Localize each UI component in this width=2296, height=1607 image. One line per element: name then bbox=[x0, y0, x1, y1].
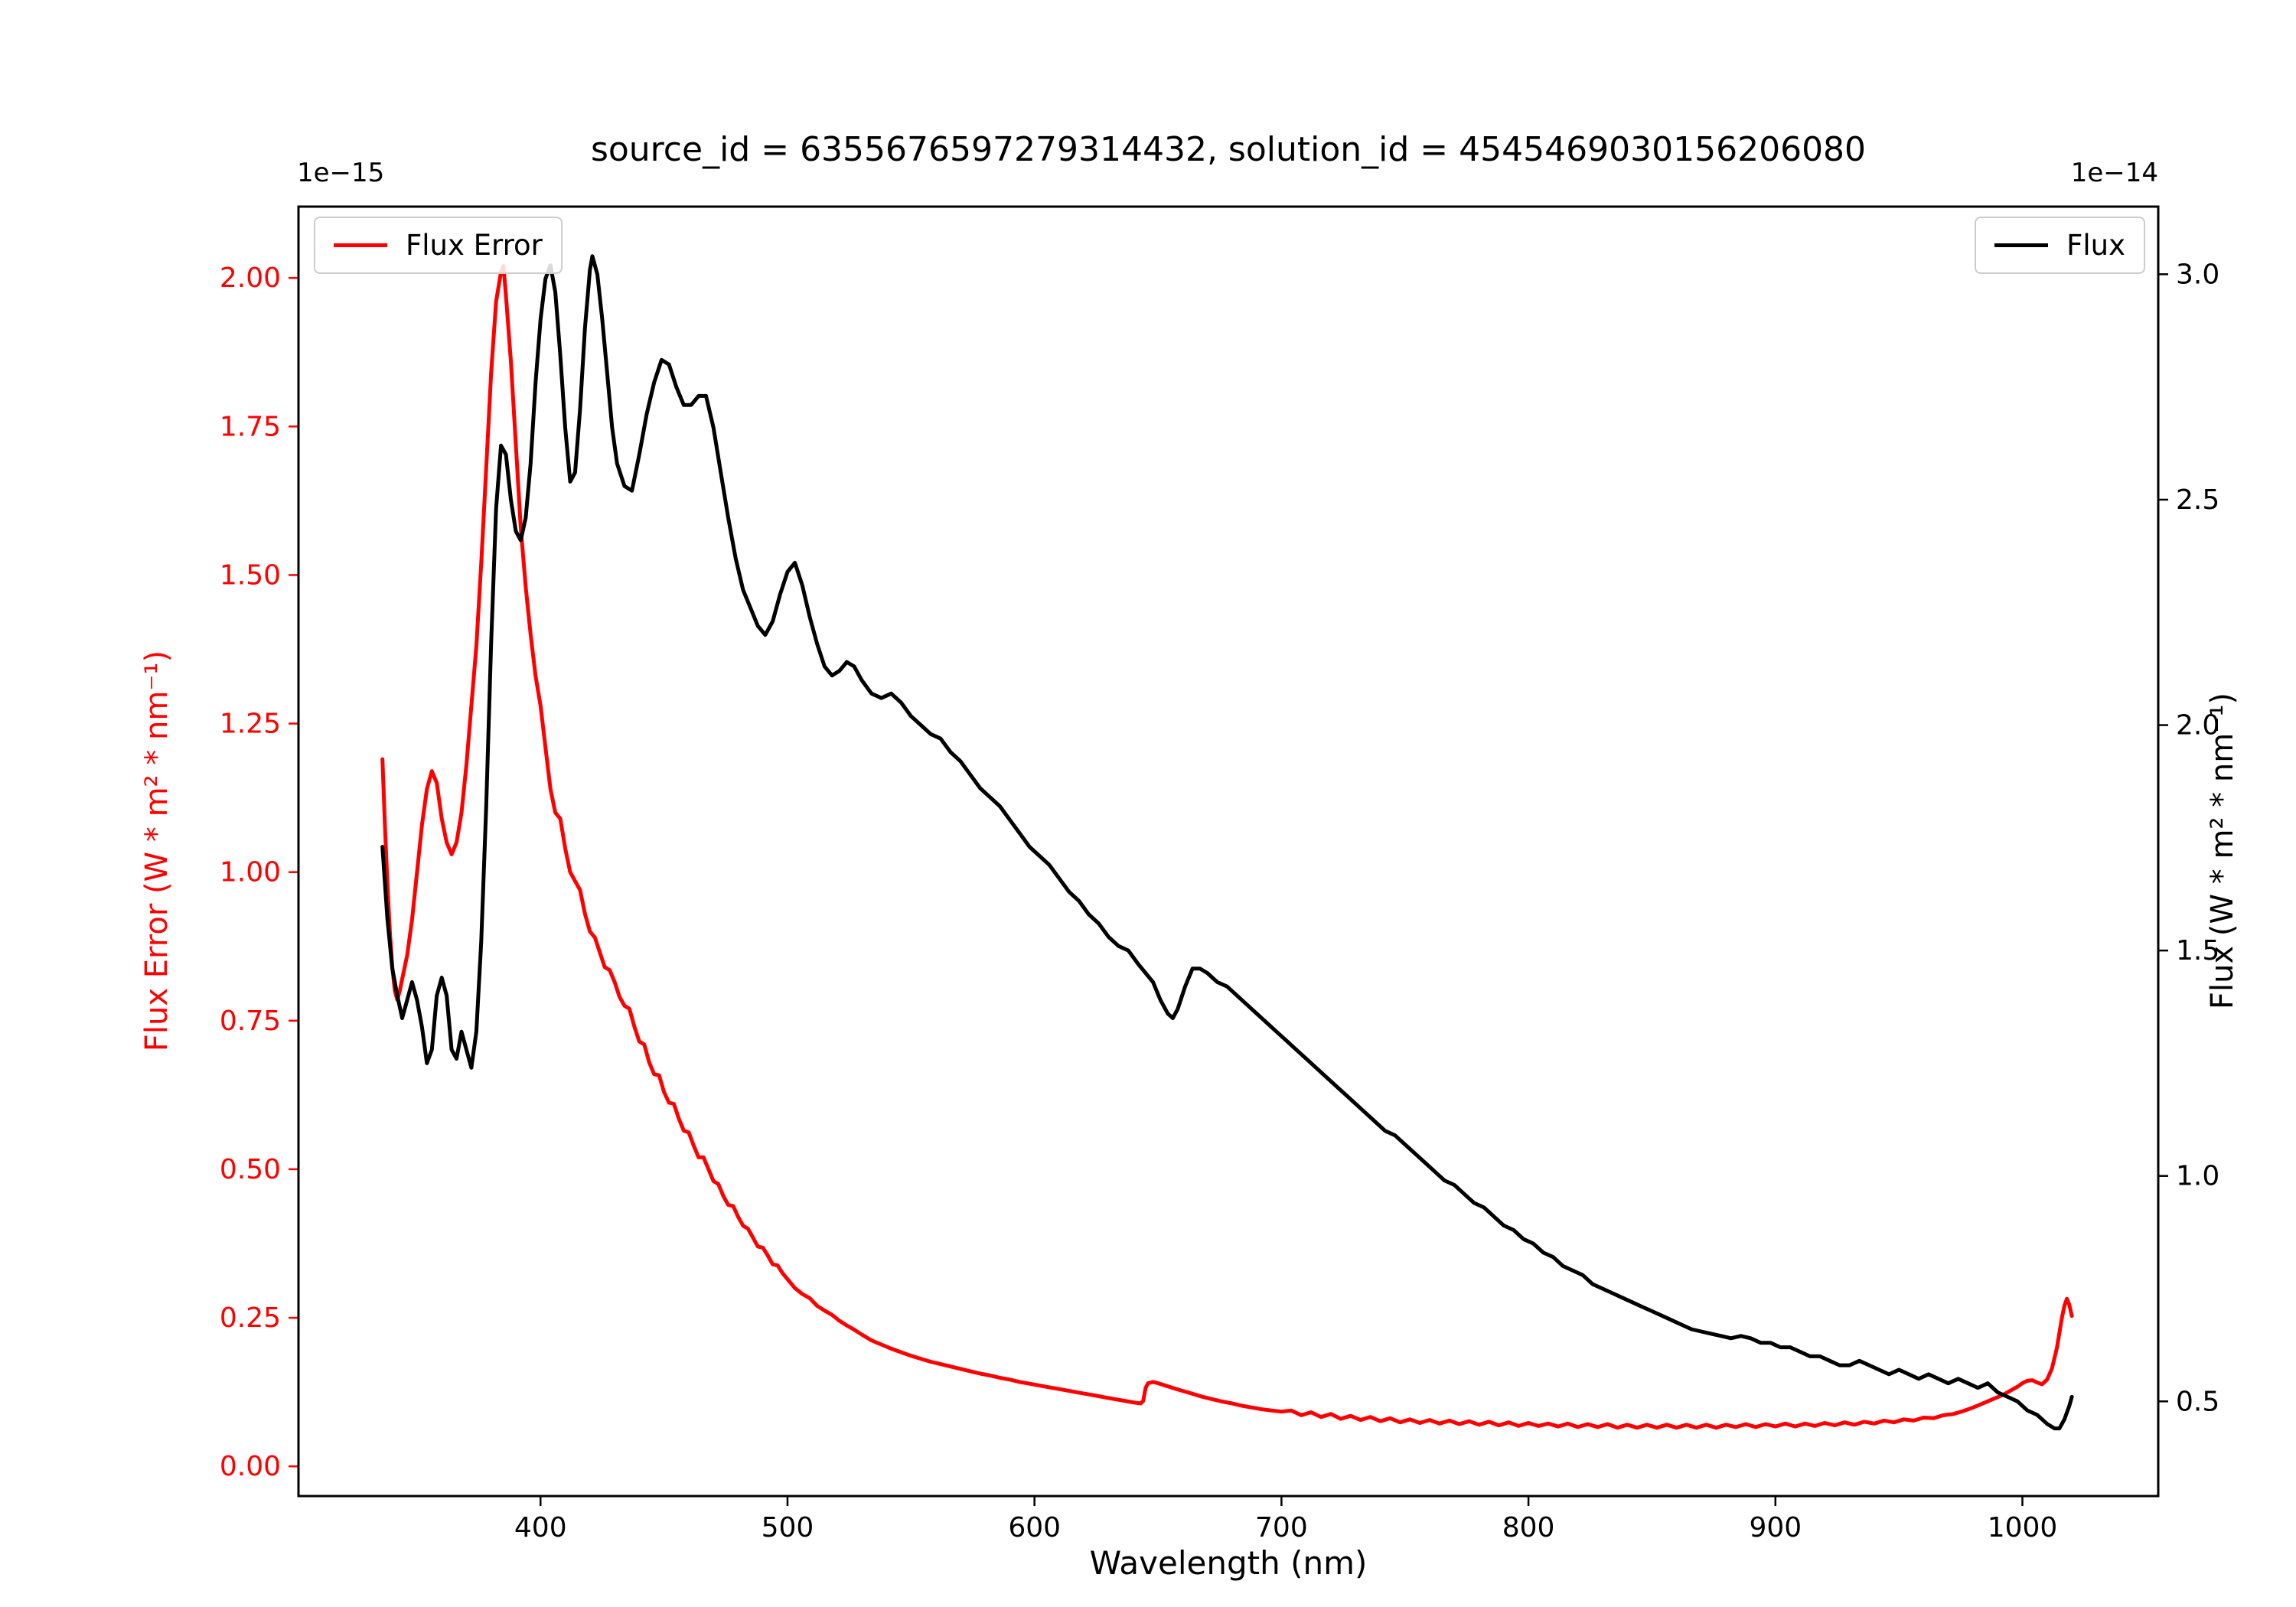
left-y-tick-label: 2.00 bbox=[220, 262, 281, 294]
right-y-tick-label: 3.0 bbox=[2176, 259, 2219, 290]
x-tick-label: 400 bbox=[514, 1512, 567, 1543]
flux-legend-label: Flux bbox=[2066, 229, 2125, 262]
x-tick-label: 500 bbox=[762, 1512, 814, 1543]
right-y-tick-label: 1.0 bbox=[2176, 1161, 2219, 1192]
legend-flux: Flux bbox=[1975, 217, 2145, 274]
right-y-tick-label: 1.5 bbox=[2176, 935, 2219, 966]
left-y-tick-label: 0.75 bbox=[220, 1006, 281, 1037]
right-axis-scale-offset: 1e−14 bbox=[2070, 158, 2158, 188]
left-y-tick-label: 0.25 bbox=[220, 1302, 281, 1334]
right-y-tick-label: 0.5 bbox=[2176, 1386, 2219, 1417]
x-axis-label: Wavelength (nm) bbox=[1089, 1544, 1368, 1582]
x-tick-label: 600 bbox=[1008, 1512, 1061, 1543]
left-axis-scale-offset: 1e−15 bbox=[297, 158, 385, 188]
axes-frame bbox=[297, 205, 2160, 1498]
x-tick-label: 800 bbox=[1502, 1512, 1555, 1543]
flux-line bbox=[380, 254, 2074, 1431]
left-y-tick-label: 0.00 bbox=[220, 1451, 281, 1482]
right-y-tick-label: 2.5 bbox=[2176, 484, 2219, 516]
left-y-axis-label: Flux Error (W * m² * nm⁻¹) bbox=[139, 650, 174, 1052]
legend-flux-error: Flux Error bbox=[314, 217, 563, 274]
left-y-tick-label: 0.50 bbox=[220, 1154, 281, 1185]
x-tick-label: 900 bbox=[1749, 1512, 1802, 1543]
left-y-tick-label: 1.00 bbox=[220, 857, 281, 888]
chart-title: source_id = 6355676597279314432, solutio… bbox=[590, 130, 1867, 169]
left-y-tick-label: 1.75 bbox=[220, 411, 281, 442]
flux-error-line bbox=[380, 264, 2074, 1430]
flux-error-legend-label: Flux Error bbox=[406, 229, 543, 262]
flux-error-legend-line-icon bbox=[334, 243, 387, 247]
flux-legend-line-icon bbox=[1994, 243, 2049, 247]
x-tick-label: 1000 bbox=[1988, 1512, 2058, 1543]
x-tick-label: 700 bbox=[1255, 1512, 1308, 1543]
left-y-tick-label: 1.50 bbox=[220, 559, 281, 591]
right-y-tick-label: 2.0 bbox=[2176, 710, 2219, 742]
left-y-tick-label: 1.25 bbox=[220, 709, 281, 740]
right-y-axis-label: Flux (W * m² * nm⁻¹) bbox=[2205, 693, 2240, 1009]
